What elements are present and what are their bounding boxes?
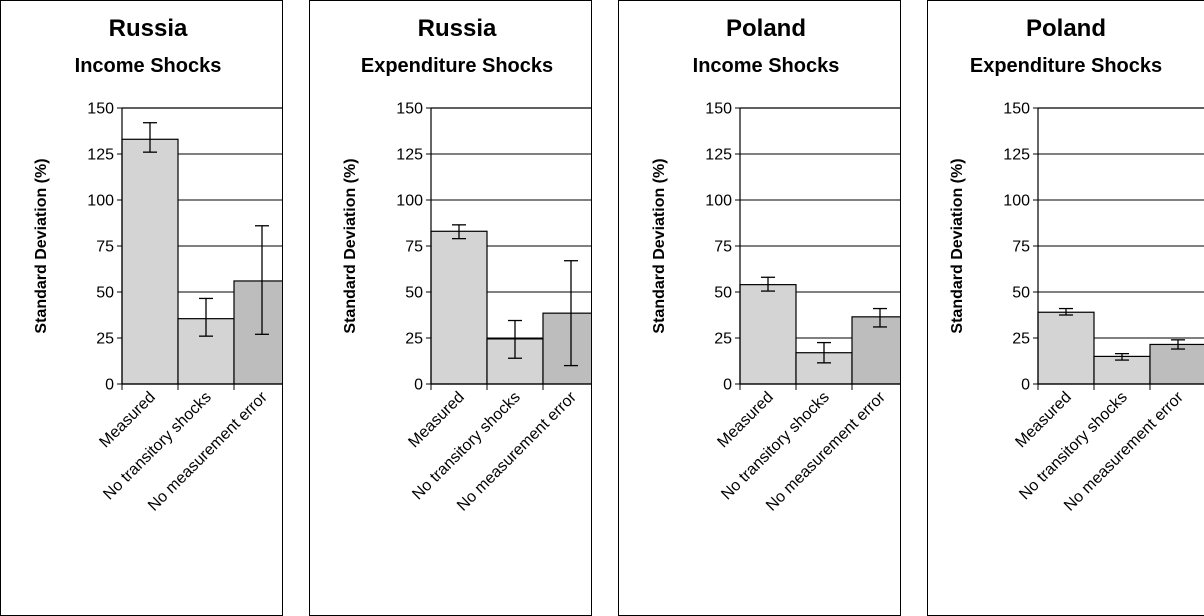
x-category-label-no-transitory-shocks: No transitory shocks: [718, 389, 833, 504]
y-tick-label: 125: [396, 147, 423, 164]
y-tick-label: 0: [1021, 377, 1030, 394]
y-tick-label: 25: [96, 331, 114, 348]
chart-title: Russia: [418, 15, 497, 42]
y-tick-label: 125: [87, 147, 114, 164]
bar-measured: [1037, 311, 1095, 385]
y-tick-label: 75: [405, 239, 423, 256]
y-tick-label: 75: [1012, 239, 1030, 256]
chart-svg: Russia Income Shocks 0 25 50 75 100 125 150 Stand…: [33, 15, 282, 515]
bar-no-measurement-error: [1149, 343, 1204, 385]
y-tick-label: 50: [1012, 285, 1030, 302]
y-tick-label: 25: [405, 331, 423, 348]
y-tick-label: 0: [105, 377, 114, 394]
y-tick-label: 0: [414, 377, 423, 394]
bar-no-measurement-error: [542, 312, 591, 385]
y-axis-label: Standard Deviation (%): [949, 158, 966, 333]
y-tick-label: 25: [1012, 331, 1030, 348]
chart-panel-russia-income: Russia Income Shocks 0 25 50 75 100 125 150 Stand…: [0, 0, 283, 616]
y-tick-label: 150: [1003, 101, 1030, 118]
chart-subtitle: Income Shocks: [75, 55, 222, 77]
bar-no-measurement-error: [233, 280, 282, 385]
bar-measured: [430, 230, 488, 385]
bar-measured: [121, 138, 179, 385]
chart-panel-poland-expenditure: Poland Expenditure Shocks 0 25 50 75 100 125 150…: [927, 0, 1204, 616]
chart-svg: Russia Expenditure Shocks 0 25 50 75 100 125 150…: [342, 15, 591, 515]
y-tick-label: 75: [96, 239, 114, 256]
y-tick-label: 100: [705, 193, 732, 210]
chart-subtitle: Expenditure Shocks: [361, 55, 553, 77]
chart-panel-poland-income: Poland Income Shocks 0 25 50 75 100 125 150 Stand…: [618, 0, 901, 616]
x-category-label-no-transitory-shocks: No transitory shocks: [1016, 389, 1131, 504]
y-tick-label: 50: [714, 285, 732, 302]
chart-svg: Poland Income Shocks 0 25 50 75 100 125 150 Stand…: [651, 15, 900, 515]
y-tick-label: 50: [405, 285, 423, 302]
y-tick-label: 125: [705, 147, 732, 164]
y-tick-label: 100: [1003, 193, 1030, 210]
y-tick-label: 0: [723, 377, 732, 394]
chart-title: Poland: [1026, 15, 1106, 42]
y-axis-label: Standard Deviation (%): [33, 158, 50, 333]
bar-measured: [739, 284, 797, 385]
y-tick-label: 25: [714, 331, 732, 348]
chart-svg: Poland Expenditure Shocks 0 25 50 75 100 125 150…: [949, 15, 1204, 515]
y-tick-label: 75: [714, 239, 732, 256]
y-tick-label: 100: [396, 193, 423, 210]
chart-subtitle: Expenditure Shocks: [970, 55, 1162, 77]
y-axis-label: Standard Deviation (%): [342, 158, 359, 333]
chart-subtitle: Income Shocks: [693, 55, 840, 77]
y-tick-label: 100: [87, 193, 114, 210]
y-axis-label: Standard Deviation (%): [651, 158, 668, 333]
y-tick-label: 50: [96, 285, 114, 302]
y-tick-label: 150: [87, 101, 114, 118]
chart-panel-russia-expenditure: Russia Expenditure Shocks 0 25 50 75 100 125 150…: [309, 0, 592, 616]
x-category-label-no-transitory-shocks: No transitory shocks: [100, 389, 215, 504]
y-tick-label: 150: [396, 101, 423, 118]
chart-title: Poland: [726, 15, 806, 42]
x-category-label-no-transitory-shocks: No transitory shocks: [409, 389, 524, 504]
y-tick-label: 125: [1003, 147, 1030, 164]
y-tick-label: 150: [705, 101, 732, 118]
chart-title: Russia: [109, 15, 188, 42]
